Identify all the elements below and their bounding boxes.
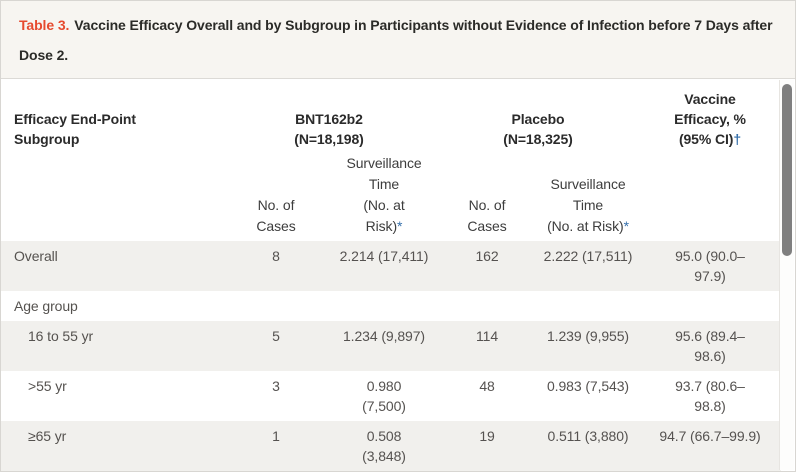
- column-header-placebo-cases: No. of Cases: [467, 197, 507, 234]
- row-label: Overall: [1, 241, 221, 291]
- group-header-row: Efficacy End-Point Subgroup BNT162b2 (N=…: [1, 79, 781, 151]
- cell-placebo-surveillance: 0.511 (3,880): [537, 421, 639, 471]
- table-row-overall: Overall 8 2.214 (17,411) 162 2.222 (17,5…: [1, 241, 781, 291]
- stub-subheader-empty: [1, 151, 221, 241]
- cell-bnt-surveillance: 2.214 (17,411): [331, 241, 437, 291]
- cell-placebo-surveillance: 2.222 (17,511): [537, 241, 639, 291]
- vaccine-efficacy-subheader-empty: [639, 151, 781, 241]
- cell-bnt-cases: 8: [221, 241, 331, 291]
- vertical-scrollbar[interactable]: [779, 80, 794, 470]
- cell-placebo-cases: 19: [437, 421, 537, 471]
- cell-placebo-cases: 114: [437, 321, 537, 371]
- cell-vaccine-efficacy: 95.0 (90.0– 97.9): [639, 241, 781, 291]
- table-caption: Table 3. Vaccine Efficacy Overall and by …: [1, 1, 795, 79]
- cell-bnt-cases: 3: [272, 378, 280, 394]
- sub-header-row: No. of Cases Surveillance Time (No. at R…: [1, 151, 781, 241]
- cell-placebo-surveillance: 1.239 (9,955): [537, 321, 639, 371]
- asterisk-footnote-mark: *: [397, 218, 403, 234]
- scrollbar-thumb[interactable]: [782, 84, 792, 256]
- column-group-bnt162b2: BNT162b2 (N=18,198): [294, 111, 364, 147]
- column-group-vaccine-efficacy: Vaccine Efficacy, % (95% CI)†: [639, 79, 781, 151]
- column-header-bnt-surveillance: Surveillance Time (No. at Risk)*: [331, 151, 437, 241]
- bnt-surveillance-header-text: Surveillance Time (No. at Risk): [346, 155, 422, 234]
- cell-placebo-surveillance: 0.983 (7,543): [547, 378, 629, 394]
- cell-vaccine-efficacy: 94.7 (66.7–99.9): [639, 421, 781, 471]
- category-row-label: Age group: [1, 291, 781, 321]
- column-header-bnt-cases: No. of Cases: [256, 197, 296, 234]
- table-row-age-group-category: Age group: [1, 291, 781, 321]
- efficacy-table: Efficacy End-Point Subgroup BNT162b2 (N=…: [1, 79, 781, 471]
- cell-vaccine-efficacy: 93.7 (80.6– 98.8): [675, 378, 745, 414]
- table-row-16-to-55: 16 to 55 yr 5 1.234 (9,897) 114 1.239 (9…: [1, 321, 781, 371]
- cell-vaccine-efficacy: 95.6 (89.4– 98.6): [639, 321, 781, 371]
- cell-bnt-surveillance: 0.980 (7,500): [362, 378, 406, 414]
- cell-placebo-cases: 162: [437, 241, 537, 291]
- column-group-placebo: Placebo (N=18,325): [503, 111, 573, 147]
- row-label: 16 to 55 yr: [1, 321, 221, 371]
- cell-bnt-surveillance: 1.234 (9,897): [331, 321, 437, 371]
- table-caption-text: Vaccine Efficacy Overall and by Subgroup…: [19, 17, 773, 63]
- row-label: ≥65 yr: [1, 421, 221, 471]
- cell-bnt-cases: 1: [221, 421, 331, 471]
- table-row-over-55: >55 yr 3 0.980 (7,500) 48 0.983 (7,543) …: [1, 371, 781, 421]
- stub-column-header: Efficacy End-Point Subgroup: [14, 111, 136, 147]
- dagger-footnote-mark: †: [733, 131, 742, 147]
- cell-bnt-cases: 5: [221, 321, 331, 371]
- row-label: >55 yr: [28, 378, 67, 394]
- cell-placebo-cases: 48: [479, 378, 495, 394]
- placebo-surveillance-header-text: Surveillance Time (No. at Risk): [547, 176, 626, 234]
- vaccine-efficacy-header-text: Vaccine Efficacy, % (95% CI): [674, 91, 746, 147]
- cell-bnt-surveillance: 0.508 (3,848): [331, 421, 437, 471]
- table-caption-line: Table 3. Vaccine Efficacy Overall and by …: [19, 10, 777, 70]
- asterisk-footnote-mark: *: [623, 218, 629, 234]
- column-header-placebo-surveillance: Surveillance Time (No. at Risk)*: [537, 151, 639, 241]
- table-row-65-and-over: ≥65 yr 1 0.508 (3,848) 19 0.511 (3,880) …: [1, 421, 781, 471]
- table-number-label: Table 3.: [19, 17, 70, 33]
